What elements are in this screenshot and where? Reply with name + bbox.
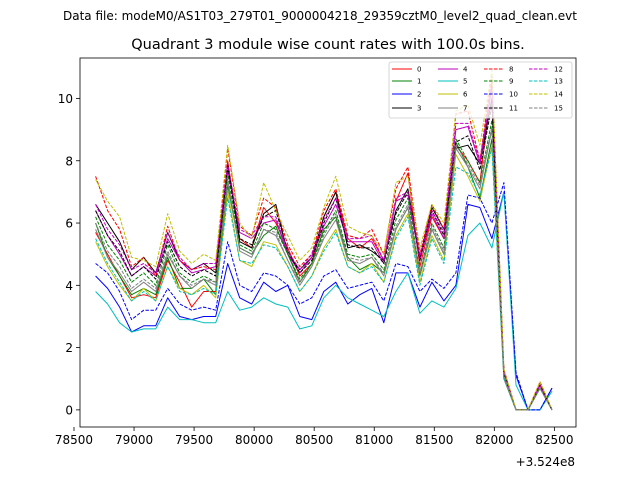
chart-title: Quadrant 3 module wise count rates with …: [131, 37, 525, 53]
legend-label-12: 12: [554, 66, 563, 74]
x-tick-label: 79000: [115, 433, 153, 447]
x-tick-label: 82500: [535, 433, 573, 447]
x-axis: 78500 79000 79500 80000 80500 81000 81500 82000…: [55, 427, 573, 447]
legend-label-4: 4: [463, 66, 468, 74]
legend-label-14: 14: [554, 91, 563, 99]
legend-label-3: 3: [417, 105, 421, 113]
legend-label-7: 7: [463, 105, 467, 113]
y-tick-label: 4: [65, 279, 73, 293]
series-line-11: [95, 104, 553, 411]
series-line-4: [95, 85, 553, 411]
x-axis-offset-label: +3.524e8: [516, 455, 575, 469]
x-tick-label: 81000: [355, 433, 393, 447]
y-tick-label: 6: [65, 217, 73, 231]
series-line-10: [95, 182, 553, 411]
x-tick-label: 80000: [235, 433, 273, 447]
legend-label-0: 0: [417, 66, 421, 74]
figure-suptitle: Data file: modeM0/AS1T03_279T01_90000042…: [63, 9, 577, 23]
series-line-15: [95, 126, 553, 411]
x-tick-label: 80500: [295, 433, 333, 447]
series-line-1: [95, 138, 553, 411]
y-tick-label: 8: [65, 154, 73, 168]
series-line-9: [95, 119, 553, 411]
series-line-5: [95, 191, 553, 411]
legend-label-9: 9: [509, 78, 513, 86]
legend-label-6: 6: [463, 91, 468, 99]
legend-frame: [388, 61, 573, 119]
legend-label-8: 8: [509, 66, 513, 74]
series-line-14: [95, 70, 553, 411]
x-tick-label: 79500: [175, 433, 213, 447]
y-tick-label: 2: [65, 341, 73, 355]
series-line-13: [95, 147, 553, 411]
series-layer: [95, 70, 553, 411]
legend-label-1: 1: [417, 78, 421, 86]
y-tick-label: 0: [65, 403, 73, 417]
legend-label-2: 2: [417, 91, 421, 99]
series-line-12: [95, 82, 553, 411]
legend-label-5: 5: [463, 78, 467, 86]
axes-frame: [79, 57, 577, 428]
series-line-7: [95, 129, 553, 411]
legend-label-15: 15: [554, 105, 563, 113]
x-tick-label: 81500: [415, 433, 453, 447]
x-tick-label: 78500: [55, 433, 93, 447]
y-axis: 0 2 4 6 8 10: [58, 92, 80, 417]
legend-label-10: 10: [509, 91, 518, 99]
y-tick-label: 10: [58, 92, 73, 106]
legend-label-11: 11: [509, 105, 518, 113]
x-tick-label: 82000: [475, 433, 513, 447]
legend-label-13: 13: [554, 78, 563, 86]
series-line-2: [95, 191, 553, 411]
